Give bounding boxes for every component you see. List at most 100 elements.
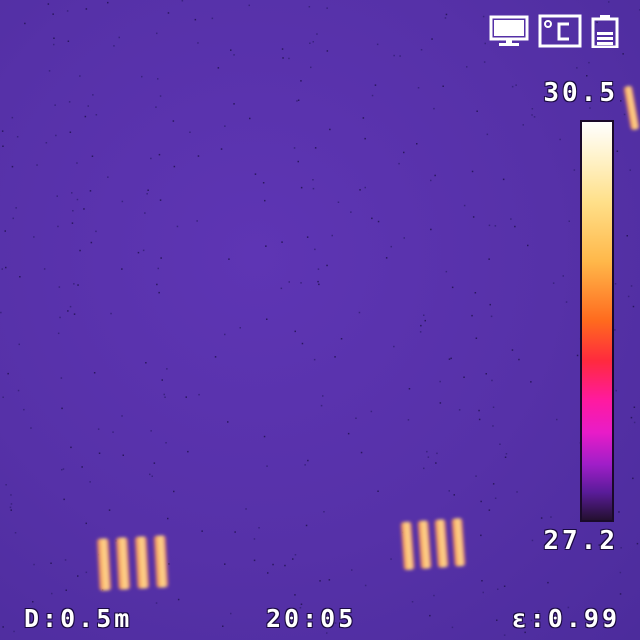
noise-speckle: [297, 160, 299, 163]
noise-speckle: [118, 36, 120, 39]
noise-speckle: [407, 419, 410, 421]
noise-speckle: [197, 42, 199, 44]
noise-speckle: [11, 165, 14, 168]
noise-speckle: [149, 473, 151, 476]
noise-speckle: [427, 456, 430, 458]
noise-speckle: [499, 443, 501, 445]
noise-speckle: [615, 389, 617, 392]
noise-speckle: [61, 469, 63, 471]
noise-speckle: [107, 176, 109, 178]
noise-speckle: [618, 511, 620, 513]
noise-speckle: [586, 75, 588, 77]
noise-speckle: [588, 61, 590, 64]
noise-speckle: [264, 199, 266, 202]
noise-speckle: [559, 138, 561, 141]
noise-speckle: [385, 257, 388, 259]
noise-speckle: [201, 530, 203, 532]
noise-speckle: [2, 396, 4, 398]
noise-speckle: [313, 358, 316, 361]
noise-speckle: [636, 542, 639, 545]
noise-speckle: [491, 379, 493, 382]
noise-speckle: [490, 315, 493, 318]
noise-speckle: [596, 21, 598, 24]
noise-speckle: [67, 310, 69, 312]
noise-speckle: [328, 579, 331, 581]
noise-speckle: [288, 57, 290, 60]
noise-speckle: [30, 427, 32, 429]
noise-speckle: [159, 199, 162, 201]
noise-speckle: [51, 592, 53, 595]
noise-speckle: [167, 517, 169, 520]
noise-speckle: [163, 393, 165, 396]
noise-speckle: [85, 8, 88, 10]
noise-speckle: [351, 569, 353, 571]
noise-speckle: [7, 372, 9, 375]
noise-speckle: [511, 349, 514, 351]
noise-speckle: [68, 101, 71, 103]
noise-speckle: [64, 559, 67, 561]
noise-speckle: [393, 54, 395, 57]
noise-speckle: [608, 1, 610, 3]
noise-speckle: [150, 157, 152, 160]
noise-speckle: [326, 50, 329, 52]
noise-speckle: [89, 190, 92, 192]
noise-speckle: [504, 456, 507, 458]
celsius-icon[interactable]: [538, 14, 582, 48]
noise-speckle: [142, 249, 145, 252]
noise-speckle: [633, 406, 636, 408]
noise-speckle: [448, 490, 450, 492]
noise-speckle: [411, 601, 414, 603]
noise-speckle: [24, 22, 26, 25]
noise-speckle: [189, 131, 191, 133]
noise-speckle: [417, 87, 420, 89]
noise-speckle: [95, 114, 98, 116]
noise-speckle: [540, 517, 543, 519]
noise-speckle: [305, 524, 308, 527]
noise-speckle: [173, 490, 175, 493]
noise-speckle: [370, 410, 373, 413]
noise-speckle: [472, 216, 475, 218]
noise-speckle: [294, 330, 296, 333]
scale-min-temperature: 27.2: [543, 526, 618, 556]
noise-speckle: [83, 208, 85, 210]
noise-speckle: [622, 53, 624, 55]
noise-speckle: [296, 100, 298, 102]
noise-speckle: [573, 169, 576, 171]
noise-speckle: [492, 425, 494, 427]
noise-speckle: [331, 234, 333, 237]
noise-speckle: [145, 362, 147, 364]
noise-speckle: [399, 55, 401, 57]
noise-speckle: [319, 580, 321, 582]
noise-speckle: [439, 380, 441, 383]
noise-speckle: [147, 189, 149, 191]
noise-speckle: [121, 200, 124, 203]
noise-speckle: [71, 192, 73, 194]
noise-speckle: [297, 99, 300, 101]
noise-speckle: [450, 357, 452, 360]
noise-speckle: [442, 85, 444, 87]
noise-speckle: [478, 418, 481, 421]
hot-bar: [400, 521, 415, 570]
noise-speckle: [69, 305, 72, 308]
monitor-icon[interactable]: [489, 14, 529, 48]
noise-speckle: [67, 40, 70, 42]
noise-speckle: [530, 619, 533, 622]
noise-speckle: [181, 0, 184, 2]
noise-speckle: [59, 316, 61, 319]
noise-speckle: [0, 311, 2, 314]
noise-speckle: [90, 241, 93, 244]
noise-speckle: [329, 128, 331, 131]
clock-readout: 20:05: [266, 604, 357, 633]
battery-icon[interactable]: [590, 14, 620, 48]
noise-speckle: [63, 498, 65, 501]
noise-speckle: [177, 598, 180, 601]
noise-speckle: [141, 75, 143, 78]
noise-speckle: [53, 43, 55, 46]
noise-speckle: [258, 527, 260, 529]
noise-speckle: [155, 106, 157, 108]
noise-speckle: [15, 207, 17, 209]
noise-speckle: [70, 446, 72, 449]
noise-speckle: [228, 258, 230, 260]
noise-speckle: [9, 506, 12, 509]
noise-speckle: [253, 559, 256, 562]
